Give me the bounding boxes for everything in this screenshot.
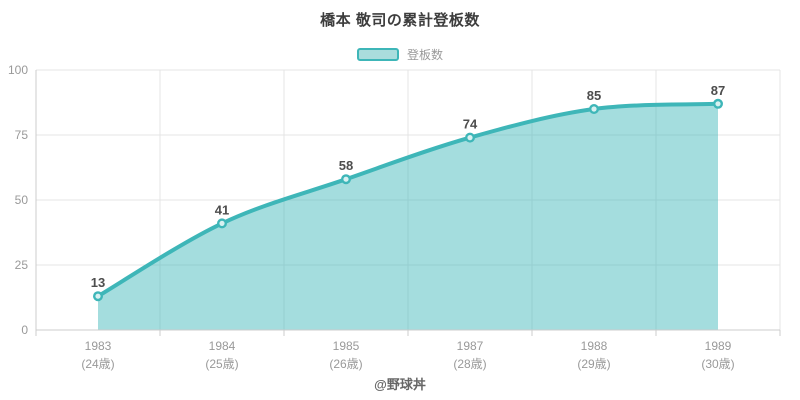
x-tick-age-label: (25歳)	[205, 357, 238, 371]
gridlines	[36, 69, 781, 330]
legend-swatch[interactable]	[356, 47, 399, 61]
y-tick-label: 100	[8, 63, 28, 77]
x-tick-year-label: 1984	[209, 339, 236, 353]
x-tick-year-label: 1985	[333, 339, 360, 353]
x-tick-year-label: 1988	[581, 339, 608, 353]
x-tick-year-label: 1983	[85, 339, 112, 353]
value-label: 13	[91, 275, 105, 290]
axes	[35, 70, 781, 336]
data-point-marker[interactable]	[216, 218, 227, 229]
y-tick-label: 50	[15, 193, 29, 207]
value-label: 58	[339, 158, 353, 173]
x-axis-labels: 1983 (24歳) 1984 (25歳) 1985 (26歳) 1987 (28歳) 1988…	[81, 339, 734, 371]
x-tick-age-label: (30歳)	[701, 357, 734, 371]
value-label: 74	[463, 117, 478, 132]
data-point-marker[interactable]	[465, 132, 476, 143]
data-point-marker[interactable]	[589, 103, 600, 114]
y-tick-label: 75	[15, 128, 29, 142]
value-label: 85	[587, 88, 601, 103]
data-point-marker[interactable]	[341, 174, 352, 185]
y-tick-label: 25	[15, 258, 29, 272]
chart-title: 橋本 敬司の累計登板数	[320, 12, 480, 29]
x-tick-age-label: (28歳)	[453, 357, 486, 371]
legend: 登板数	[0, 45, 800, 63]
x-tick-age-label: (24歳)	[81, 357, 114, 371]
y-axis-labels: 0 25 50 75 100	[8, 63, 28, 337]
watermark: @野球丼	[374, 377, 426, 392]
series-line	[96, 101, 720, 299]
x-tick-year-label: 1987	[457, 339, 484, 353]
value-label: 41	[215, 202, 229, 217]
value-label: 87	[711, 83, 725, 98]
x-tick-age-label: (29歳)	[577, 357, 610, 371]
x-tick-age-label: (26歳)	[329, 357, 362, 371]
series-area	[98, 103, 718, 330]
data-points: 13 41 58 74 85 87	[91, 83, 725, 302]
data-point-marker[interactable]	[92, 291, 103, 302]
legend-label[interactable]: 登板数	[406, 47, 443, 62]
x-tick-year-label: 1989	[705, 339, 732, 353]
data-point-marker[interactable]	[713, 98, 724, 109]
y-tick-label: 0	[21, 323, 28, 337]
